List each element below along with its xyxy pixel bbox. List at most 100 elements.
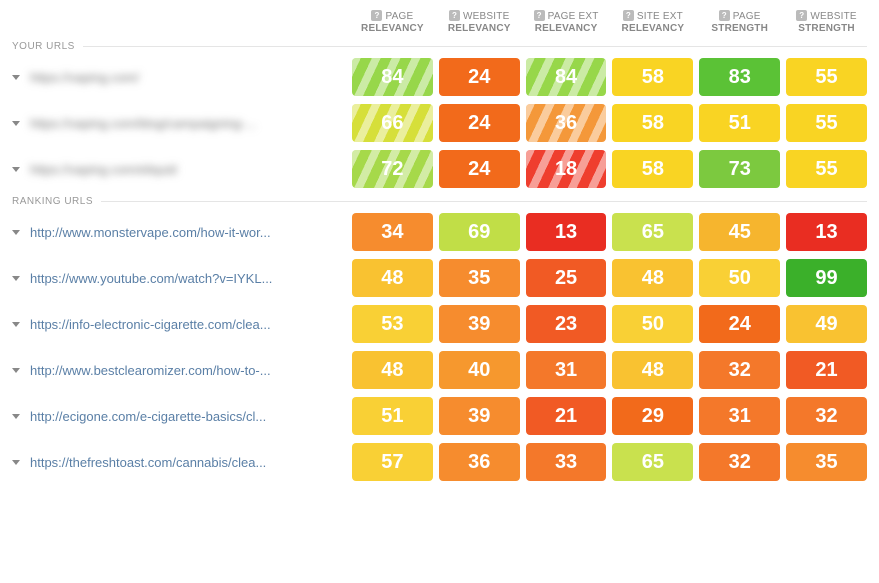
url-link[interactable]: https://vaping.com/eliquid	[30, 162, 342, 177]
url-link[interactable]: http://www.bestclearomizer.com/how-to-..…	[30, 363, 342, 378]
metric-cell: 23	[526, 305, 607, 343]
metric-value: 36	[468, 451, 490, 474]
table-row: https://info-electronic-cigarette.com/cl…	[12, 305, 867, 343]
url-cell[interactable]: http://www.monstervape.com/how-it-wor...	[12, 225, 352, 240]
metric-cell: 21	[526, 397, 607, 435]
metric-cell: 34	[352, 213, 433, 251]
column-header-0: ?PAGERELEVANCY	[352, 10, 433, 35]
metric-cell: 36	[526, 104, 607, 142]
metric-cell: 55	[786, 104, 867, 142]
metric-value: 31	[555, 359, 577, 382]
table-row: https://www.youtube.com/watch?v=IYKL... 4…	[12, 259, 867, 297]
metric-value: 55	[815, 158, 837, 181]
table-row: https://vaping.com/blog/campaigning-... 6…	[12, 104, 867, 142]
chevron-down-icon[interactable]	[12, 75, 20, 80]
chevron-down-icon[interactable]	[12, 460, 20, 465]
metric-cell: 24	[439, 104, 520, 142]
help-icon[interactable]: ?	[719, 10, 730, 21]
table-row: https://thefreshtoast.com/cannabis/clea.…	[12, 443, 867, 481]
url-link[interactable]: https://thefreshtoast.com/cannabis/clea.…	[30, 455, 342, 470]
metric-value: 13	[815, 221, 837, 244]
metric-value: 29	[642, 405, 664, 428]
metric-value: 83	[729, 66, 751, 89]
metric-cell: 32	[699, 351, 780, 389]
url-cell[interactable]: https://vaping.com/blog/campaigning-...	[12, 116, 352, 131]
table-row: http://ecigone.com/e-cigarette-basics/cl…	[12, 397, 867, 435]
metric-cell: 48	[352, 351, 433, 389]
metric-value: 58	[642, 112, 664, 135]
metric-value: 33	[555, 451, 577, 474]
url-cell[interactable]: https://vaping.com/eliquid	[12, 162, 352, 177]
table-row: http://www.monstervape.com/how-it-wor...…	[12, 213, 867, 251]
url-link[interactable]: https://vaping.com/	[30, 70, 342, 85]
metric-value: 73	[729, 158, 751, 181]
metric-cell: 13	[526, 213, 607, 251]
metric-cell: 18	[526, 150, 607, 188]
metric-cell: 36	[439, 443, 520, 481]
metric-cell: 13	[786, 213, 867, 251]
chevron-down-icon[interactable]	[12, 230, 20, 235]
metric-cell: 84	[526, 58, 607, 96]
url-link[interactable]: https://info-electronic-cigarette.com/cl…	[30, 317, 342, 332]
metric-cell: 58	[612, 104, 693, 142]
metric-value: 32	[729, 359, 751, 382]
help-icon[interactable]: ?	[449, 10, 460, 21]
section-your-urls-label: YOUR URLS	[12, 41, 867, 52]
chevron-down-icon[interactable]	[12, 414, 20, 419]
metric-value: 65	[642, 451, 664, 474]
metric-value: 51	[729, 112, 751, 135]
metric-cell: 48	[612, 259, 693, 297]
metric-cell: 99	[786, 259, 867, 297]
metric-value: 32	[815, 405, 837, 428]
metric-cell: 24	[439, 58, 520, 96]
metric-value: 24	[468, 66, 490, 89]
chevron-down-icon[interactable]	[12, 121, 20, 126]
metric-value: 24	[729, 313, 751, 336]
metric-cell: 24	[439, 150, 520, 188]
metric-cell: 25	[526, 259, 607, 297]
metric-value: 51	[381, 405, 403, 428]
metric-cell: 50	[699, 259, 780, 297]
metric-value: 84	[555, 66, 577, 89]
metric-cell: 21	[786, 351, 867, 389]
metric-cell: 49	[786, 305, 867, 343]
metric-cell: 58	[612, 150, 693, 188]
help-icon[interactable]: ?	[534, 10, 545, 21]
url-link[interactable]: https://vaping.com/blog/campaigning-...	[30, 116, 342, 131]
seo-metrics-table: ?PAGERELEVANCY?WEBSITERELEVANCY?PAGE EXT…	[12, 10, 867, 481]
url-cell[interactable]: https://thefreshtoast.com/cannabis/clea.…	[12, 455, 352, 470]
metric-cell: 32	[786, 397, 867, 435]
url-link[interactable]: http://ecigone.com/e-cigarette-basics/cl…	[30, 409, 342, 424]
metric-value: 32	[729, 451, 751, 474]
metric-value: 50	[642, 313, 664, 336]
url-cell[interactable]: http://www.bestclearomizer.com/how-to-..…	[12, 363, 352, 378]
metric-cell: 24	[699, 305, 780, 343]
url-link[interactable]: http://www.monstervape.com/how-it-wor...	[30, 225, 342, 240]
url-cell[interactable]: https://vaping.com/	[12, 70, 352, 85]
help-icon[interactable]: ?	[796, 10, 807, 21]
help-icon[interactable]: ?	[623, 10, 634, 21]
help-icon[interactable]: ?	[371, 10, 382, 21]
metric-cell: 48	[352, 259, 433, 297]
metric-cell: 31	[699, 397, 780, 435]
url-link[interactable]: https://www.youtube.com/watch?v=IYKL...	[30, 271, 342, 286]
metric-value: 23	[555, 313, 577, 336]
chevron-down-icon[interactable]	[12, 322, 20, 327]
url-cell[interactable]: https://info-electronic-cigarette.com/cl…	[12, 317, 352, 332]
metric-value: 55	[815, 112, 837, 135]
chevron-down-icon[interactable]	[12, 167, 20, 172]
chevron-down-icon[interactable]	[12, 276, 20, 281]
chevron-down-icon[interactable]	[12, 368, 20, 373]
url-cell[interactable]: https://www.youtube.com/watch?v=IYKL...	[12, 271, 352, 286]
metric-cell: 50	[612, 305, 693, 343]
metric-value: 24	[468, 112, 490, 135]
metric-value: 48	[381, 359, 403, 382]
url-cell[interactable]: http://ecigone.com/e-cigarette-basics/cl…	[12, 409, 352, 424]
metric-value: 35	[468, 267, 490, 290]
metric-value: 58	[642, 66, 664, 89]
metric-cell: 55	[786, 150, 867, 188]
metric-cell: 66	[352, 104, 433, 142]
metric-cell: 35	[786, 443, 867, 481]
metric-value: 45	[729, 221, 751, 244]
metric-cell: 33	[526, 443, 607, 481]
